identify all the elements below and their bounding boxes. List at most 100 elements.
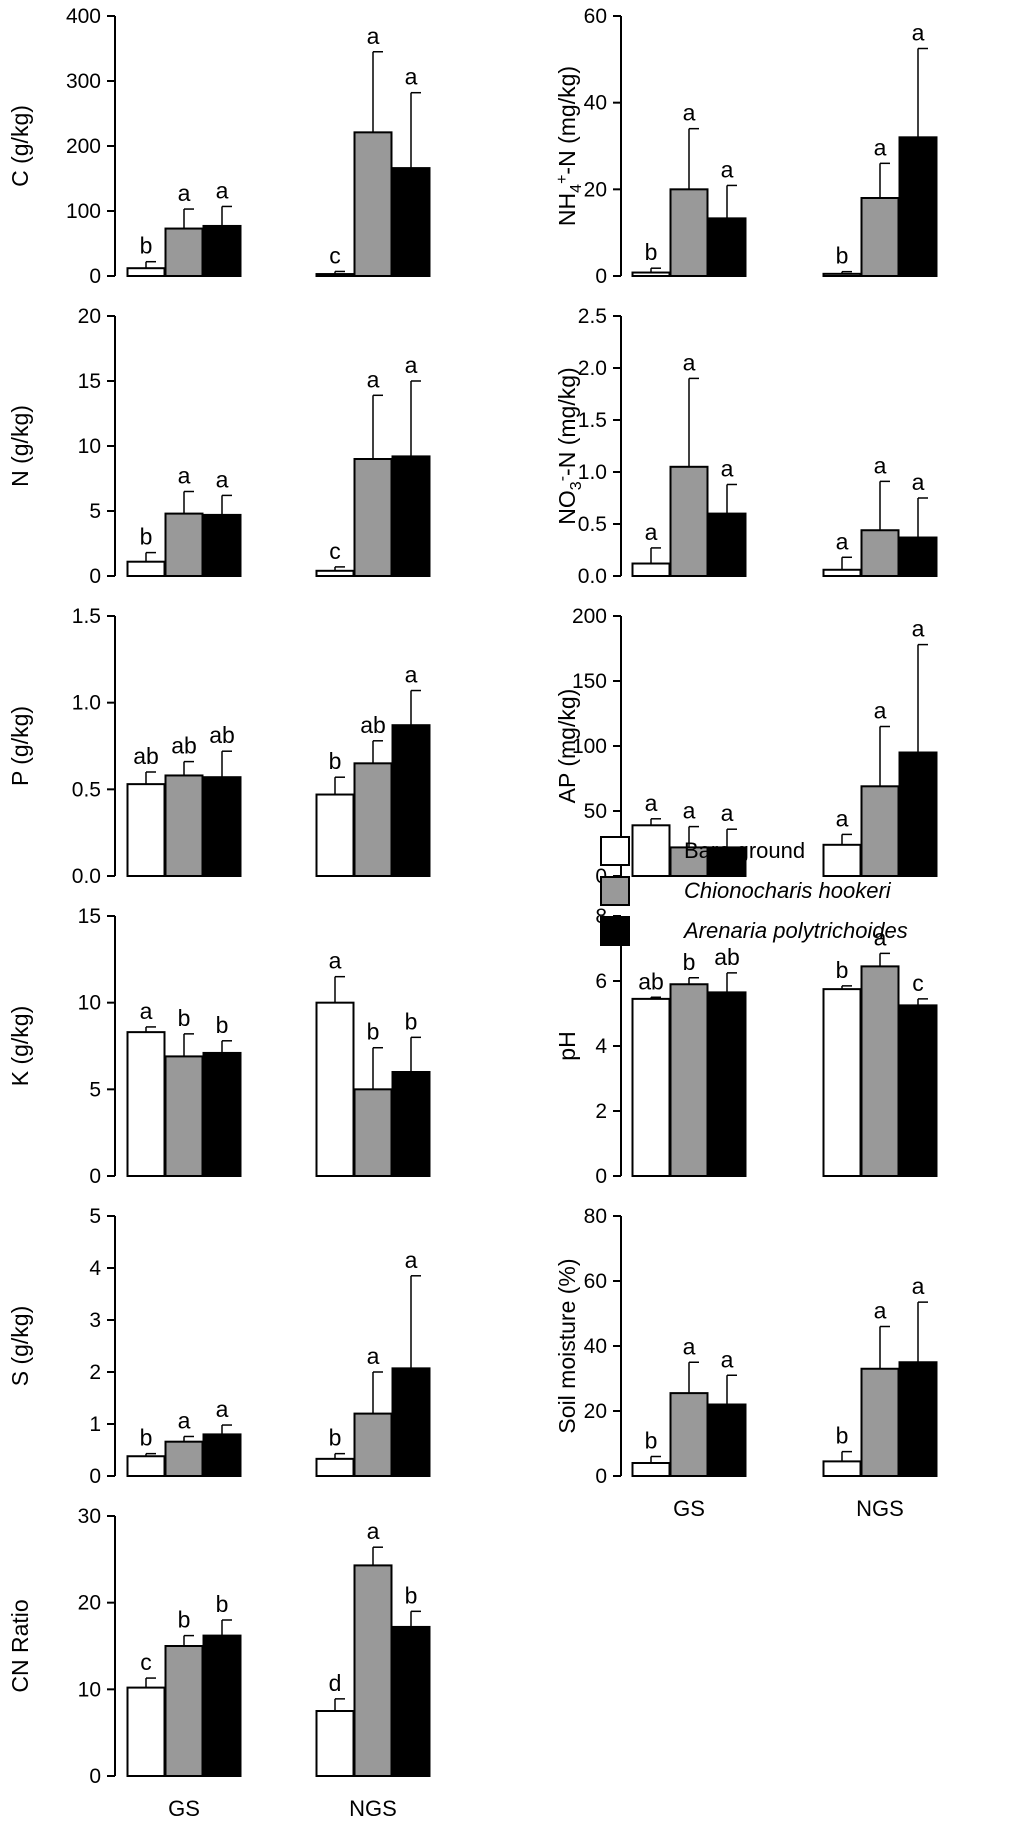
panel-2-bar-ngs-bare-ground xyxy=(822,272,862,278)
panel-9-bar-ngs-arenaria-polytrichoides xyxy=(391,1367,431,1477)
panel-2-y-tick-label: 0 xyxy=(595,265,607,288)
panel-10-y-tick-label: 0 xyxy=(595,1465,607,1488)
panel-1-significance-letter: c xyxy=(329,242,341,268)
panel-5-y-label: P (g/kg) xyxy=(7,706,33,786)
panel-2-significance-letter: a xyxy=(874,134,887,160)
panel-2-y-tick-label: 20 xyxy=(584,178,607,201)
panel-1-significance-letter: a xyxy=(367,23,380,49)
panel-10-significance-letter: a xyxy=(912,1273,925,1299)
panel-4-y-tick-label: 0.0 xyxy=(578,565,607,588)
panel-8-significance-letter: b xyxy=(683,949,696,975)
panel-9-bar-gs-arenaria-polytrichoides xyxy=(202,1433,242,1478)
panel-8-bar-gs-arenaria-polytrichoides xyxy=(707,991,747,1177)
panel-9-significance-letter: b xyxy=(329,1425,342,1451)
panel-10-y-tick-label: 40 xyxy=(584,1335,607,1358)
panel-9-bar-ngs-bare-ground xyxy=(315,1457,355,1477)
panel-7-y-tick-label: 10 xyxy=(78,992,101,1015)
panel-10-x-label-gs: GS xyxy=(673,1496,705,1521)
panel-1-significance-letter: a xyxy=(405,64,418,90)
panel-3-y-tick-label: 0 xyxy=(89,565,101,588)
panel-10-bar-ngs-bare-ground xyxy=(822,1460,862,1477)
panel-4-significance-letter: a xyxy=(836,528,849,554)
panel-11-bar-ngs-chionocharis-hookeri xyxy=(353,1564,393,1778)
panel-10-y-tick-label: 80 xyxy=(584,1205,607,1228)
panel-1-significance-letter: a xyxy=(178,180,191,206)
panel-5-significance-letter: ab xyxy=(133,743,159,769)
panel-3-bar-gs-chionocharis-hookeri xyxy=(164,512,204,577)
legend-label-bare-ground: Bare ground xyxy=(684,838,806,863)
panel-1-bar-ngs-chionocharis-hookeri xyxy=(353,131,393,277)
panel-8-bar-ngs-chionocharis-hookeri xyxy=(860,965,900,1177)
panel-7-y-tick-label: 15 xyxy=(78,905,101,928)
panel-10-significance-letter: b xyxy=(836,1423,849,1449)
panel-11-x-label-gs: GS xyxy=(168,1796,200,1821)
panel-8-y-tick-label: 4 xyxy=(595,1035,607,1058)
panel-4-bar-ngs-bare-ground xyxy=(822,568,862,578)
panel-3-y-tick-label: 15 xyxy=(78,370,101,393)
panel-7-significance-letter: b xyxy=(178,1005,191,1031)
panel-5-significance-letter: a xyxy=(405,662,418,688)
panel-11-x-label-ngs: NGS xyxy=(349,1796,397,1821)
panel-2-significance-letter: a xyxy=(912,20,925,46)
panel-7-bar-gs-arenaria-polytrichoides xyxy=(202,1051,242,1178)
panel-3-y-tick-label: 5 xyxy=(89,500,101,523)
panel-4-significance-letter: a xyxy=(721,455,734,481)
panel-9-significance-letter: a xyxy=(367,1343,380,1369)
panel-6-y-label: AP (mg/kg) xyxy=(554,689,580,804)
panel-7-y-tick-label: 5 xyxy=(89,1078,101,1101)
panel-3-bar-gs-bare-ground xyxy=(126,560,166,578)
panel-2-bar-ngs-chionocharis-hookeri xyxy=(860,197,900,277)
panel-11-bar-gs-bare-ground xyxy=(126,1686,166,1777)
panel-5-bar-gs-bare-ground xyxy=(126,783,166,878)
panel-1-y-tick-label: 300 xyxy=(66,70,101,93)
panel-8-bar-gs-bare-ground xyxy=(631,997,671,1177)
panel-6-significance-letter: a xyxy=(645,790,658,816)
panel-5-bar-ngs-chionocharis-hookeri xyxy=(353,762,393,877)
panel-5-bar-gs-arenaria-polytrichoides xyxy=(202,776,242,878)
panel-10-y-label: Soil moisture (%) xyxy=(554,1258,580,1433)
panel-5-y-tick-label: 1.0 xyxy=(72,692,101,715)
panel-8-bar-ngs-bare-ground xyxy=(822,988,862,1177)
panel-8-bar-ngs-arenaria-polytrichoides xyxy=(898,1004,938,1177)
panel-1-significance-letter: a xyxy=(216,177,229,203)
panel-11-significance-letter: d xyxy=(329,1670,342,1696)
panel-6-y-tick-label: 50 xyxy=(584,800,607,823)
panel-11-y-tick-label: 20 xyxy=(78,1592,101,1615)
panel-1-y-tick-label: 400 xyxy=(66,5,101,28)
panel-5-significance-letter: b xyxy=(329,748,342,774)
panel-3-significance-letter: a xyxy=(178,463,191,489)
panel-11-bar-ngs-bare-ground xyxy=(315,1710,355,1777)
panel-2-significance-letter: a xyxy=(683,100,696,126)
panel-6-significance-letter: a xyxy=(912,616,925,642)
panel-5-bar-ngs-arenaria-polytrichoides xyxy=(391,724,431,878)
legend-item-bare-ground: Bare ground xyxy=(600,834,1000,868)
panel-6-significance-letter: a xyxy=(874,698,887,724)
panel-8-significance-letter: ab xyxy=(714,944,740,970)
panel-3-bar-ngs-arenaria-polytrichoides xyxy=(391,455,431,577)
panel-7-bar-ngs-arenaria-polytrichoides xyxy=(391,1071,431,1177)
panel-10-bar-gs-bare-ground xyxy=(631,1462,671,1477)
panel-10-bar-ngs-chionocharis-hookeri xyxy=(860,1367,900,1477)
panel-3-significance-letter: c xyxy=(329,538,341,564)
panel-11-significance-letter: a xyxy=(367,1518,380,1544)
panel-8-significance-letter: ab xyxy=(638,968,664,994)
panel-10-significance-letter: a xyxy=(874,1298,887,1324)
panel-9-bar-gs-chionocharis-hookeri xyxy=(164,1440,204,1478)
panel-11-significance-letter: c xyxy=(140,1649,152,1675)
panel-7-significance-letter: b xyxy=(367,1019,380,1045)
legend-item-arenaria-polytrichoides: Arenaria polytrichoides xyxy=(600,914,1000,948)
panel-1-y-tick-label: 100 xyxy=(66,200,101,223)
panel-5-significance-letter: ab xyxy=(209,722,235,748)
panel-2-bar-gs-bare-ground xyxy=(631,271,671,277)
panel-4-y-tick-label: 1.5 xyxy=(578,409,607,432)
panel-11-bar-ngs-arenaria-polytrichoides xyxy=(391,1625,431,1778)
panel-11-significance-letter: b xyxy=(216,1591,229,1617)
panel-8-y-tick-label: 6 xyxy=(595,970,607,993)
panel-4-bar-gs-bare-ground xyxy=(631,562,671,578)
panel-9-significance-letter: b xyxy=(140,1425,153,1451)
panel-10-x-label-ngs: NGS xyxy=(856,1496,904,1521)
panel-11-significance-letter: b xyxy=(405,1582,418,1608)
panel-9-y-tick-label: 3 xyxy=(89,1309,101,1332)
panel-1-y-label: C (g/kg) xyxy=(7,105,33,187)
